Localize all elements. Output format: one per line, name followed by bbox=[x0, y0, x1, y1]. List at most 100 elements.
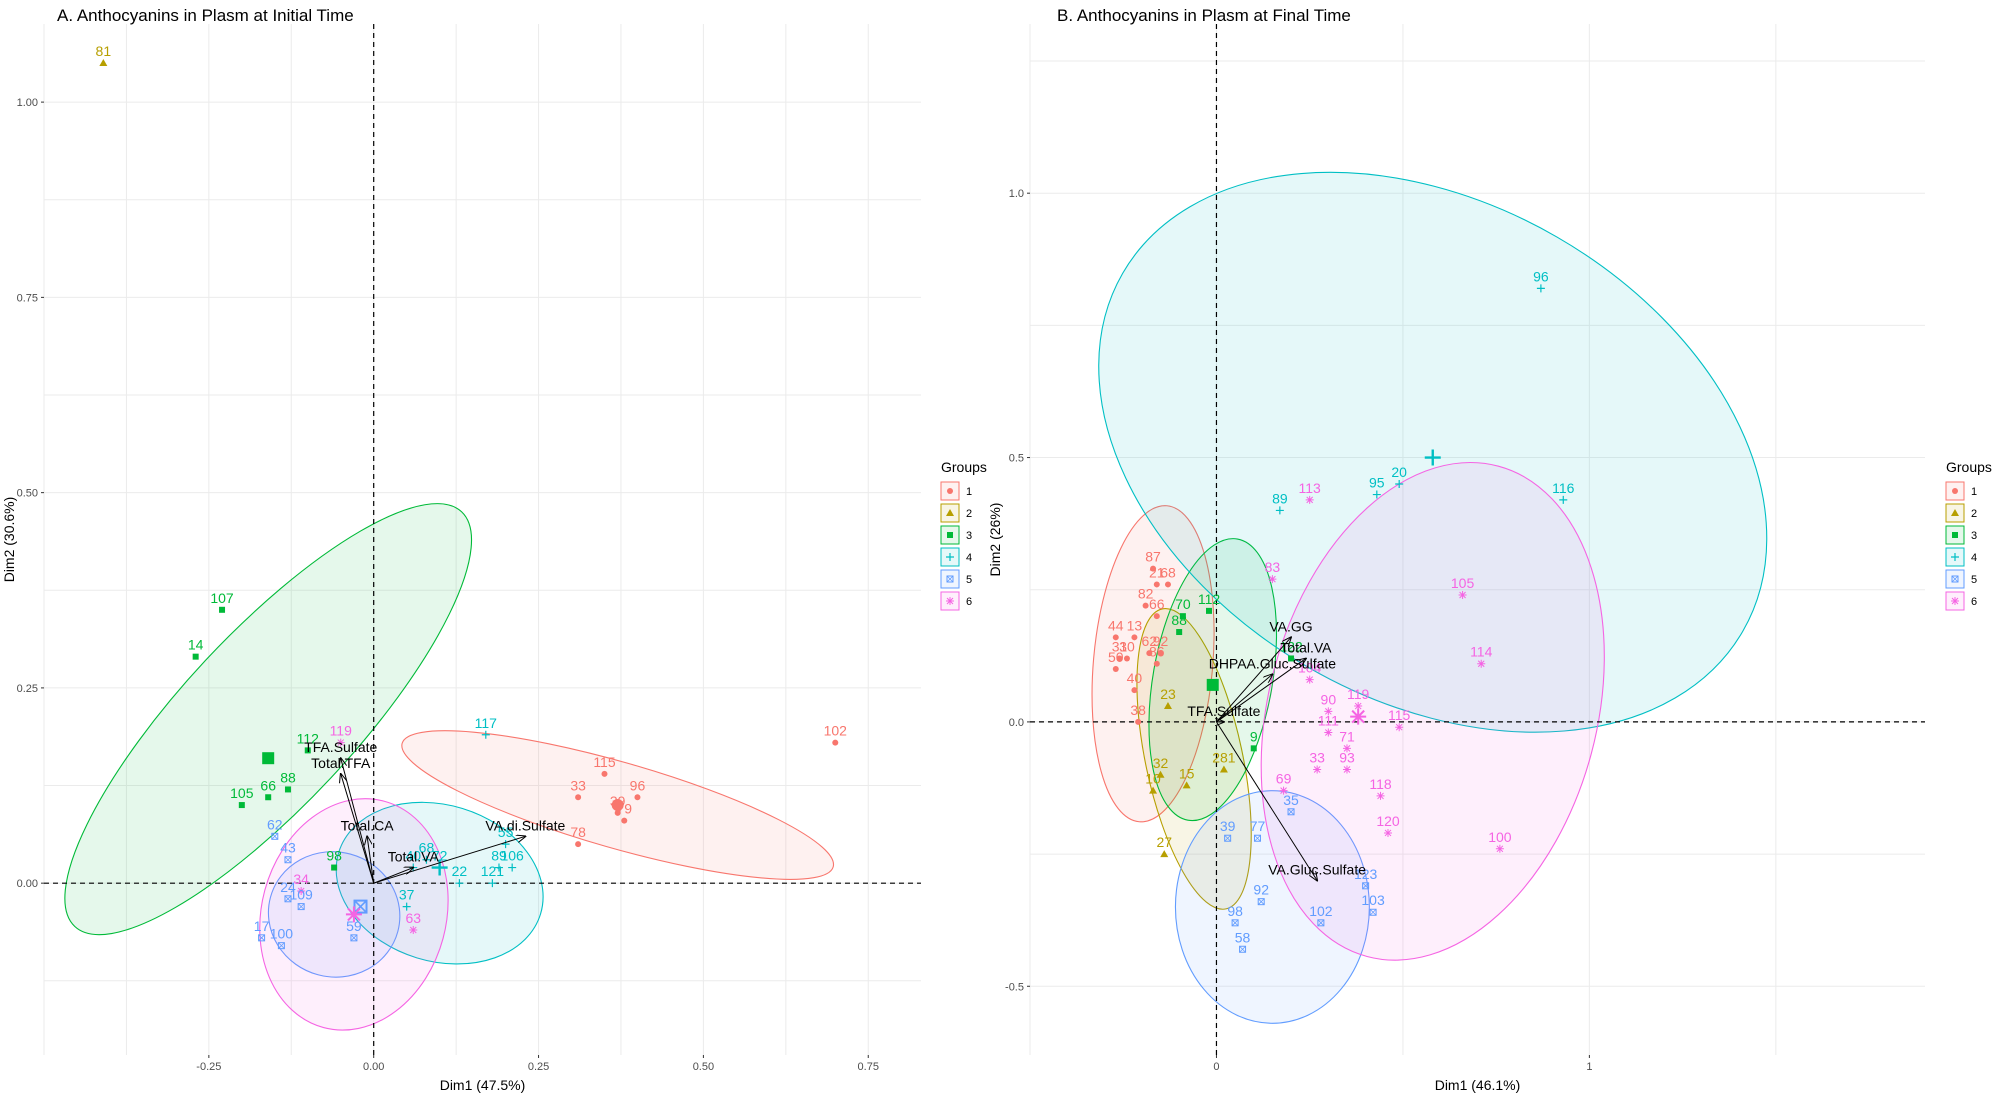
point-label-119: 119 bbox=[1347, 686, 1370, 702]
point-label-39: 39 bbox=[1220, 818, 1236, 834]
point-label-66: 66 bbox=[1149, 596, 1165, 612]
point-label-23: 23 bbox=[1160, 686, 1176, 702]
point-marker-31 bbox=[1116, 655, 1123, 662]
y-axis-title: Dim2 (30.6%) bbox=[1, 497, 17, 583]
centroid-marker-3 bbox=[262, 752, 275, 765]
legend-marker-6 bbox=[1951, 597, 1959, 605]
point-label-116: 116 bbox=[1552, 480, 1575, 496]
point-label-88: 88 bbox=[1171, 612, 1187, 628]
point-label-63: 63 bbox=[405, 910, 421, 926]
legend-marker-2 bbox=[946, 509, 954, 516]
legend-marker-5-cross bbox=[946, 575, 954, 583]
point-label-105: 105 bbox=[230, 785, 254, 801]
point-label-115: 115 bbox=[1388, 707, 1411, 723]
point-label-92: 92 bbox=[1153, 633, 1169, 649]
point-label-111: 111 bbox=[1318, 712, 1339, 728]
point-label-119: 119 bbox=[330, 723, 353, 739]
point-label-89: 89 bbox=[491, 848, 507, 864]
point-label-96: 96 bbox=[1533, 268, 1549, 284]
point-marker-13 bbox=[1131, 634, 1138, 641]
point-marker-10 bbox=[1149, 786, 1158, 794]
point-label-107: 107 bbox=[210, 590, 234, 606]
point-marker-100-cross bbox=[278, 942, 285, 949]
point-marker-66 bbox=[1153, 613, 1160, 620]
point-label-62: 62 bbox=[1142, 633, 1158, 649]
point-label-33: 33 bbox=[570, 777, 586, 793]
centroid-group-6 bbox=[345, 906, 362, 923]
point-marker-113 bbox=[1305, 495, 1314, 504]
point-marker-92 bbox=[1157, 650, 1164, 657]
point-marker-33 bbox=[575, 794, 582, 801]
point-marker-87 bbox=[1150, 565, 1157, 572]
point-marker-62 bbox=[271, 832, 279, 840]
legend-label-4: 4 bbox=[966, 552, 972, 564]
point-label-72: 72 bbox=[432, 848, 448, 864]
point-marker-105 bbox=[1458, 591, 1467, 600]
point-marker-89 bbox=[494, 863, 503, 872]
point-label-40: 40 bbox=[405, 848, 421, 864]
x-tick-label: -0.25 bbox=[196, 1061, 221, 1073]
point-label-58: 58 bbox=[1235, 929, 1251, 945]
point-marker-88 bbox=[1176, 629, 1183, 636]
legend-marker-5 bbox=[1951, 575, 1959, 583]
legend-marker-1 bbox=[947, 488, 953, 494]
point-label-27: 27 bbox=[1156, 834, 1172, 850]
point-marker-121 bbox=[488, 879, 497, 888]
point-marker-22 bbox=[455, 879, 464, 888]
centroid-marker-4 bbox=[431, 859, 448, 876]
point-marker-104 bbox=[1305, 675, 1314, 684]
arrow-Total.CA bbox=[367, 836, 375, 884]
point-label-15: 15 bbox=[1179, 765, 1195, 781]
variable-label-Total.CA: Total.CA bbox=[341, 817, 395, 833]
legend-marker-5 bbox=[946, 575, 954, 583]
point-marker-66 bbox=[265, 794, 272, 801]
centroid-marker-1 bbox=[611, 799, 624, 812]
point-marker-35 bbox=[1287, 808, 1295, 816]
legend-marker-6 bbox=[946, 597, 954, 605]
point-marker-39 bbox=[1224, 834, 1232, 842]
point-marker-92-cross bbox=[1257, 898, 1265, 905]
legend-label-5: 5 bbox=[966, 574, 972, 586]
point-marker-37 bbox=[402, 902, 411, 911]
point-marker-82 bbox=[1142, 602, 1149, 609]
point-label-82: 82 bbox=[1138, 586, 1154, 602]
point-marker-119 bbox=[336, 738, 345, 747]
point-marker-59 bbox=[350, 934, 358, 942]
legend-label-6: 6 bbox=[966, 596, 972, 608]
point-label-21: 21 bbox=[1149, 564, 1165, 580]
point-label-10: 10 bbox=[1145, 771, 1161, 787]
confidence-ellipses bbox=[64, 503, 835, 1031]
point-label-31: 31 bbox=[1112, 638, 1128, 654]
point-label-87: 87 bbox=[1145, 549, 1161, 565]
centroid-marker-6 bbox=[1350, 708, 1367, 725]
legend-marker-4 bbox=[1951, 553, 1959, 561]
centroid-group-4 bbox=[431, 859, 448, 876]
point-marker-20 bbox=[1395, 479, 1404, 488]
point-label-77: 77 bbox=[1250, 818, 1266, 834]
point-marker-17-cross bbox=[258, 934, 265, 942]
point-label-93: 93 bbox=[1339, 749, 1355, 765]
legend-marker-1 bbox=[1952, 488, 1958, 494]
point-marker-55 bbox=[501, 840, 510, 849]
point-label-59: 59 bbox=[346, 918, 362, 934]
point-label-109: 109 bbox=[289, 887, 313, 903]
point-marker-32 bbox=[1156, 770, 1165, 778]
legend-label-6: 6 bbox=[1971, 596, 1977, 608]
point-marker-98 bbox=[331, 864, 338, 871]
point-marker-116 bbox=[1559, 495, 1568, 504]
point-marker-117 bbox=[481, 730, 490, 739]
point-label-86: 86 bbox=[1149, 644, 1165, 660]
point-marker-107 bbox=[219, 606, 226, 613]
y-tick-label: -0.5 bbox=[1005, 981, 1024, 993]
point-label-118: 118 bbox=[1369, 776, 1392, 792]
point-label-89: 89 bbox=[1272, 490, 1288, 506]
variable-label-Total.VA: Total.VA bbox=[1280, 639, 1332, 655]
point-label-100: 100 bbox=[270, 926, 294, 942]
point-label-117: 117 bbox=[475, 715, 498, 731]
point-label-20: 20 bbox=[1391, 464, 1407, 480]
y-tick-label: 0.00 bbox=[17, 878, 38, 890]
